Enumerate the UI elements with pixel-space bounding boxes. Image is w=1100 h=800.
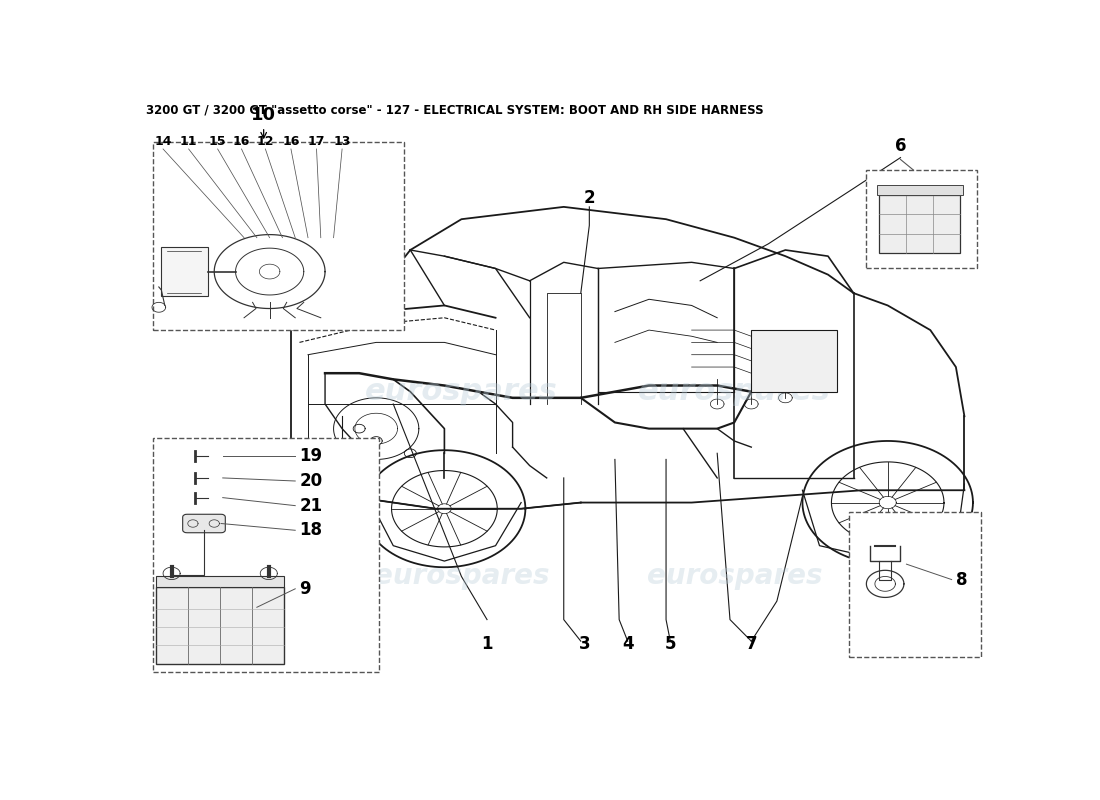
Text: 18: 18: [299, 522, 322, 539]
Text: 15: 15: [209, 135, 227, 148]
Bar: [156, 587, 284, 664]
Bar: [751, 330, 836, 392]
Text: 14: 14: [154, 135, 172, 148]
FancyBboxPatch shape: [153, 438, 378, 672]
Bar: [879, 194, 960, 253]
Bar: [877, 186, 962, 194]
Bar: [156, 576, 284, 587]
Text: 8: 8: [956, 570, 967, 589]
Text: 9: 9: [299, 580, 311, 598]
FancyBboxPatch shape: [153, 142, 405, 330]
Text: 13: 13: [333, 135, 351, 148]
Text: 4: 4: [621, 635, 634, 654]
FancyBboxPatch shape: [849, 512, 981, 657]
Text: 7: 7: [746, 635, 757, 654]
Text: eurospares: eurospares: [374, 562, 549, 590]
Text: 1: 1: [482, 635, 493, 654]
Text: 16: 16: [283, 135, 299, 148]
Text: 10: 10: [251, 106, 276, 124]
Text: 20: 20: [299, 472, 322, 490]
Text: 19: 19: [299, 447, 322, 466]
Text: 17: 17: [308, 135, 326, 148]
Text: 21: 21: [299, 497, 322, 514]
Text: eurospares: eurospares: [647, 562, 822, 590]
Text: 6: 6: [894, 137, 906, 154]
FancyBboxPatch shape: [183, 514, 226, 533]
Text: 16: 16: [233, 135, 250, 148]
Text: eurospares: eurospares: [365, 377, 558, 406]
FancyBboxPatch shape: [867, 170, 977, 269]
Text: 3: 3: [580, 635, 591, 654]
Text: eurospares: eurospares: [638, 377, 830, 406]
Bar: [162, 247, 208, 296]
Text: 12: 12: [256, 135, 274, 148]
Text: 2: 2: [583, 189, 595, 206]
Text: 11: 11: [180, 135, 197, 148]
Text: 3200 GT / 3200 GT "assetto corse" - 127 - ELECTRICAL SYSTEM: BOOT AND RH SIDE HA: 3200 GT / 3200 GT "assetto corse" - 127 …: [146, 103, 763, 116]
Text: 5: 5: [664, 635, 676, 654]
